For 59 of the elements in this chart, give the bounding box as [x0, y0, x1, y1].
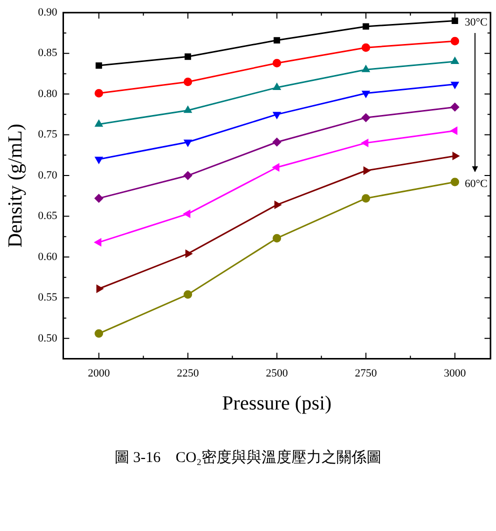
point [362, 139, 368, 147]
point [95, 156, 103, 164]
y-tick-label: 0.50 [38, 332, 58, 344]
y-tick-label: 0.55 [38, 292, 58, 304]
point [184, 171, 192, 180]
x-tick-label: 2500 [266, 367, 288, 380]
point [94, 238, 102, 246]
x-tick-label: 3000 [444, 367, 466, 380]
annotation: 30°C [464, 16, 488, 29]
point [362, 113, 370, 122]
y-tick-label: 0.80 [38, 88, 58, 100]
point [272, 138, 282, 146]
caption: 圖 3-16 CO₂密度與與溫度壓力之關係圖 [113, 448, 383, 467]
point [184, 290, 192, 299]
point [272, 164, 280, 172]
point [184, 53, 192, 60]
point [96, 284, 104, 293]
point [94, 194, 104, 203]
point [450, 126, 458, 134]
point [362, 43, 370, 52]
y-tick-label: 0.65 [38, 210, 58, 222]
x-tick-label: 2250 [176, 367, 200, 380]
point [452, 152, 460, 160]
point [363, 166, 370, 174]
y-tick-label: 0.75 [38, 128, 58, 141]
point [272, 234, 282, 242]
point [96, 62, 102, 69]
y-tick-label: 0.70 [38, 169, 58, 182]
point [362, 194, 370, 203]
point [184, 210, 190, 218]
y-axis-title: Density (g/mL) [4, 124, 26, 248]
x-tick-label: 2750 [354, 367, 378, 380]
point [451, 82, 459, 89]
point [184, 140, 192, 146]
point [362, 23, 370, 30]
point [450, 102, 460, 112]
point [273, 83, 281, 90]
x-tick-label: 2000 [88, 367, 110, 380]
point [274, 201, 282, 209]
point [450, 36, 460, 46]
point [272, 58, 282, 68]
point [274, 37, 280, 44]
point [94, 88, 104, 98]
point [184, 106, 192, 113]
point [185, 250, 192, 258]
point [451, 57, 459, 64]
point [452, 18, 458, 24]
point [273, 112, 281, 119]
y-tick-label: 0.85 [38, 47, 58, 60]
y-tick-label: 0.60 [38, 250, 58, 263]
point [362, 90, 370, 98]
point [94, 329, 104, 338]
y-tick-label: 0.90 [38, 6, 58, 18]
point [450, 178, 460, 186]
annotation: 60°C [464, 178, 488, 190]
x-axis-title: Pressure (psi) [222, 392, 332, 414]
point [95, 120, 103, 127]
point [362, 65, 370, 72]
point [184, 78, 192, 86]
